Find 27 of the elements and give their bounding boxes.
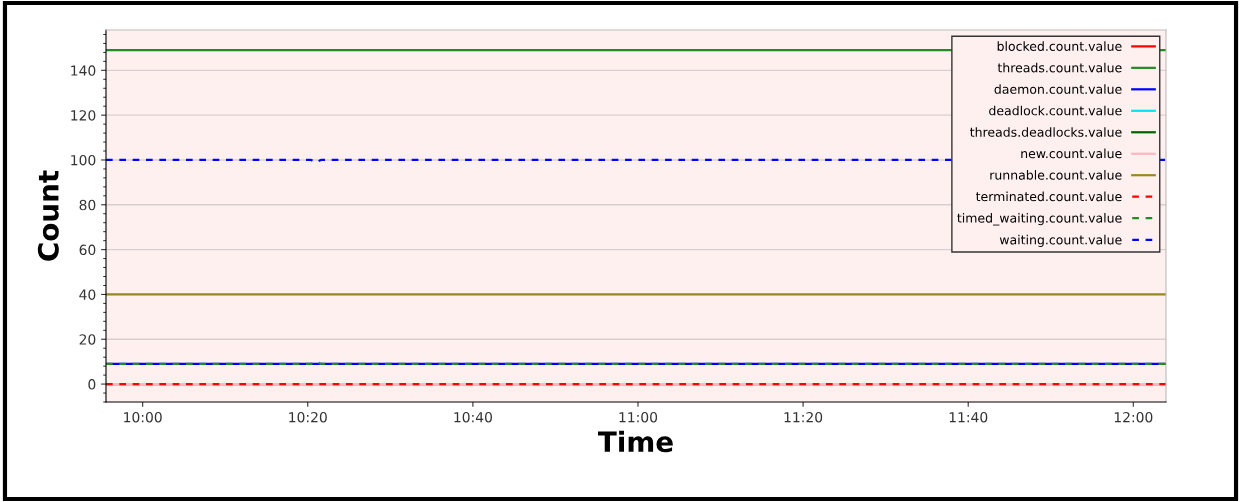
y-tick-label: 20	[79, 334, 96, 345]
legend-label: timed_waiting.count.value	[957, 213, 1122, 226]
x-axis-title: Time	[598, 430, 673, 453]
x-tick-label: 11:00	[619, 411, 658, 423]
x-tick-label: 10:40	[454, 411, 492, 423]
legend-label: runnable.count.value	[990, 170, 1122, 180]
x-tick-label: 11:40	[949, 411, 988, 423]
x-tick-label: 10:20	[289, 411, 327, 423]
legend-label: threads.count.value	[997, 62, 1122, 73]
x-tick-label: 12:00	[1114, 411, 1153, 423]
legend-label: terminated.count.value	[975, 191, 1122, 202]
y-tick-label: 60	[79, 244, 96, 256]
legend-label: blocked.count.value	[997, 41, 1122, 51]
y-tick-label: 40	[79, 289, 96, 300]
y-tick-label: 80	[79, 199, 96, 211]
legend-label: deadlock.count.value	[989, 105, 1122, 116]
y-tick-label: 100	[71, 154, 96, 166]
y-axis-title: Count	[37, 170, 59, 261]
legend-label: new.count.value	[1021, 148, 1122, 159]
legend-label: waiting.count.value	[999, 234, 1122, 247]
y-tick-label: 120	[71, 110, 96, 121]
x-tick-label: 10:00	[124, 411, 162, 423]
y-tick-label: 140	[71, 65, 96, 76]
y-tick-label: 0	[88, 379, 96, 390]
legend-label: daemon.count.value	[994, 84, 1122, 94]
x-tick-label: 11:20	[784, 411, 823, 423]
legend-label: threads.deadlocks.value	[970, 127, 1122, 137]
